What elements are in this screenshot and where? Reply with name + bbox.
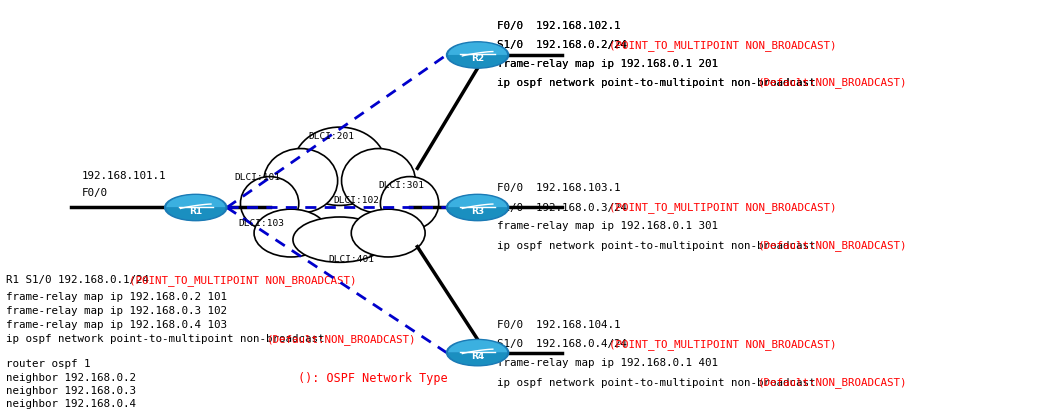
Text: DLCI:401: DLCI:401: [328, 254, 375, 264]
Wedge shape: [448, 353, 507, 365]
Ellipse shape: [264, 149, 338, 213]
Wedge shape: [448, 208, 507, 220]
Text: DLCI:103: DLCI:103: [238, 219, 285, 228]
Ellipse shape: [342, 149, 416, 213]
Text: (POINT_TO_MULTIPOINT NON_BROADCAST): (POINT_TO_MULTIPOINT NON_BROADCAST): [610, 40, 837, 51]
Text: frame-relay map ip 192.168.0.1 201: frame-relay map ip 192.168.0.1 201: [497, 59, 718, 69]
Text: DLCI:102: DLCI:102: [333, 196, 379, 205]
Circle shape: [446, 194, 509, 221]
Text: DLCI:101: DLCI:101: [234, 173, 280, 182]
Text: F0/0  192.168.102.1: F0/0 192.168.102.1: [497, 21, 620, 31]
Wedge shape: [448, 195, 507, 208]
Text: ip ospf network point-to-multipoint non-broadcast: ip ospf network point-to-multipoint non-…: [497, 78, 828, 88]
Ellipse shape: [293, 217, 386, 262]
Text: (POINT_TO_MULTIPOINT NON_BROADCAST): (POINT_TO_MULTIPOINT NON_BROADCAST): [129, 275, 357, 286]
Text: frame-relay map ip 192.168.0.1 201: frame-relay map ip 192.168.0.1 201: [497, 59, 718, 69]
Text: frame-relay map ip 192.168.0.3 102: frame-relay map ip 192.168.0.3 102: [6, 306, 227, 316]
Text: F0/0: F0/0: [82, 188, 108, 198]
Text: router ospf 1: router ospf 1: [6, 359, 91, 369]
Text: frame-relay map ip 192.168.0.1 401: frame-relay map ip 192.168.0.1 401: [497, 358, 718, 369]
Text: neighbor 192.168.0.3: neighbor 192.168.0.3: [6, 386, 136, 396]
Ellipse shape: [351, 209, 425, 257]
Circle shape: [165, 194, 227, 221]
Text: ip ospf network point-to-multipoint non-broadcast: ip ospf network point-to-multipoint non-…: [497, 378, 828, 388]
Text: frame-relay map ip 192.168.0.1 301: frame-relay map ip 192.168.0.1 301: [497, 222, 718, 232]
Text: 192.168.101.1: 192.168.101.1: [82, 171, 167, 181]
Text: S1/0  192.168.0.3/24: S1/0 192.168.0.3/24: [497, 203, 640, 212]
Text: R4: R4: [471, 352, 484, 361]
Text: S1/0  192.168.0.2/24: S1/0 192.168.0.2/24: [497, 41, 640, 51]
Text: neighbor 192.168.0.4: neighbor 192.168.0.4: [6, 399, 136, 409]
Text: frame-relay map ip 192.168.0.4 103: frame-relay map ip 192.168.0.4 103: [6, 320, 227, 330]
Text: R1: R1: [189, 207, 203, 216]
Wedge shape: [167, 195, 226, 208]
Text: (POINT_TO_MULTIPOINT NON_BROADCAST): (POINT_TO_MULTIPOINT NON_BROADCAST): [610, 202, 837, 213]
Text: (Default:NON_BROADCAST): (Default:NON_BROADCAST): [757, 77, 906, 88]
Text: F0/0  192.168.104.1: F0/0 192.168.104.1: [497, 320, 620, 330]
Ellipse shape: [381, 177, 439, 230]
Text: ip ospf network point-to-multipoint non-broadcast: ip ospf network point-to-multipoint non-…: [6, 334, 338, 344]
Text: ip ospf network point-to-multipoint non-broadcast: ip ospf network point-to-multipoint non-…: [497, 78, 828, 88]
Ellipse shape: [293, 127, 386, 205]
Wedge shape: [167, 208, 226, 220]
Text: F0/0  192.168.102.1: F0/0 192.168.102.1: [497, 21, 620, 31]
Text: neighbor 192.168.0.2: neighbor 192.168.0.2: [6, 373, 136, 383]
Text: ip ospf network point-to-multipoint non-broadcast  (Default:NON_BROADCAST): ip ospf network point-to-multipoint non-…: [497, 77, 978, 88]
Text: (Default:NON_BROADCAST): (Default:NON_BROADCAST): [757, 377, 906, 388]
Text: R3: R3: [471, 207, 484, 216]
Wedge shape: [448, 340, 507, 353]
Text: (Default:NON_BROADCAST): (Default:NON_BROADCAST): [267, 334, 416, 345]
Text: R1 S1/0 192.168.0.1/24: R1 S1/0 192.168.0.1/24: [6, 276, 162, 286]
Wedge shape: [448, 55, 507, 68]
Text: S1/0  192.168.0.2/24  (POINT_TO_MULTIPOINT NON_BROADCAST): S1/0 192.168.0.2/24 (POINT_TO_MULTIPOINT…: [497, 40, 867, 51]
Text: DLCI:301: DLCI:301: [379, 181, 425, 190]
Text: S1/0  192.168.0.4/24: S1/0 192.168.0.4/24: [497, 339, 640, 349]
Text: F0/0  192.168.103.1: F0/0 192.168.103.1: [497, 183, 620, 193]
Text: frame-relay map ip 192.168.0.2 101: frame-relay map ip 192.168.0.2 101: [6, 292, 227, 303]
Text: (Default:NON_BROADCAST): (Default:NON_BROADCAST): [757, 240, 906, 251]
Ellipse shape: [254, 209, 328, 257]
Ellipse shape: [241, 177, 299, 230]
Circle shape: [446, 339, 509, 366]
Wedge shape: [448, 42, 507, 55]
Text: (): OSPF Network Type: (): OSPF Network Type: [298, 372, 447, 385]
Text: ip ospf network point-to-multipoint non-broadcast: ip ospf network point-to-multipoint non-…: [497, 241, 828, 251]
Circle shape: [446, 42, 509, 68]
Text: DLCI:201: DLCI:201: [309, 132, 354, 141]
Text: S1/0  192.168.0.2/24: S1/0 192.168.0.2/24: [497, 41, 640, 51]
Text: (POINT_TO_MULTIPOINT NON_BROADCAST): (POINT_TO_MULTIPOINT NON_BROADCAST): [610, 339, 837, 350]
Text: R2: R2: [471, 54, 484, 63]
